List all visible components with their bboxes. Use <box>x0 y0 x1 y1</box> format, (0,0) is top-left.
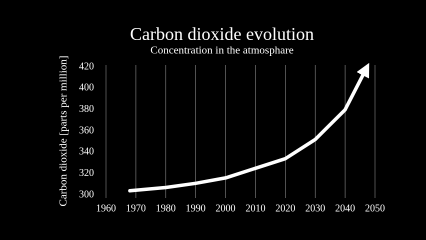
x-tick-label: 2050 <box>365 203 385 214</box>
x-tick-label: 2040 <box>335 203 355 214</box>
chart-subtitle: Concentration in the atmosphare <box>150 45 293 57</box>
y-tick-label: 300 <box>79 189 94 200</box>
chart-title: Carbon dioxide evolution <box>130 24 314 44</box>
x-tick-label: 2030 <box>305 203 325 214</box>
x-tick-label: 2010 <box>245 203 265 214</box>
x-tick-label: 1960 <box>96 203 116 214</box>
y-tick-label: 340 <box>79 147 94 158</box>
x-tick-label: 1970 <box>126 203 146 214</box>
data-line <box>128 62 370 193</box>
y-tick-label: 360 <box>79 125 94 136</box>
y-tick-label: 420 <box>79 61 94 72</box>
y-axis-label: Carbon dioxide [parts per million] <box>58 56 70 207</box>
x-tick-label: 2020 <box>275 203 295 214</box>
y-tick-label: 400 <box>79 83 94 94</box>
y-tick-label: 380 <box>79 104 94 115</box>
x-tick-label: 1990 <box>186 203 206 214</box>
x-tick-label: 2000 <box>216 203 236 214</box>
x-tick-label: 1980 <box>156 203 176 214</box>
y-tick-label: 320 <box>79 168 94 179</box>
